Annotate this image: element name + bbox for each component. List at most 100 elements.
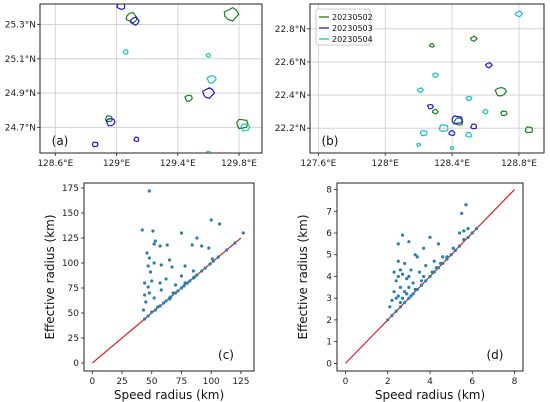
panel-a-contour-shape xyxy=(104,115,113,123)
panel-d-x-tick-label: 4 xyxy=(427,377,433,387)
panel-b-contour-shape xyxy=(470,123,477,130)
panel-d-scatter-point xyxy=(394,309,398,313)
panel-d-scatter-point xyxy=(396,294,400,298)
panel-c-x-tick-label: 0 xyxy=(89,377,95,387)
panel-b-contour-shape xyxy=(465,95,473,102)
panel-b-y-tick-label: 22.8°N xyxy=(275,25,306,35)
panel-d-scatter-point xyxy=(415,255,419,259)
panel-c-y-tick-label: 175 xyxy=(62,184,79,194)
panel-d-scatter-point xyxy=(417,270,422,274)
panel-b-legend-label: 20230504 xyxy=(332,35,373,44)
panel-c-scatter: 0 25 50 75 100 125 0 25 50 75 100 125 150 175 Speed ra… xyxy=(43,182,255,402)
panel-c-y-tick-label: 100 xyxy=(62,259,79,269)
panel-c-scatter-point xyxy=(152,242,156,246)
panel-d-scatter-point xyxy=(451,246,455,250)
panel-b-contour-shape xyxy=(470,35,478,42)
panel-c-scatter-point xyxy=(173,283,178,287)
panel-d-scatter-point xyxy=(457,231,462,235)
panel-d-scatter-point xyxy=(392,270,396,274)
panel-c-scatter-point xyxy=(153,308,157,312)
panel-c-scatter-point xyxy=(147,189,151,193)
panel-d-y-tick-label: 5 xyxy=(326,251,332,261)
panel-c-scatter-point xyxy=(159,263,163,267)
panel-c-scatter-point xyxy=(191,276,195,280)
panel-b-contour-shape xyxy=(416,87,424,93)
panel-c-scatter-point xyxy=(165,243,169,247)
panel-b-contour-shape xyxy=(448,130,456,137)
panel-c-scatter-point xyxy=(203,266,207,270)
panel-c-scatter-point xyxy=(200,269,204,273)
panel-b-contour-shape xyxy=(500,110,508,117)
panel-d-x-axis-label: Speed radius (km) xyxy=(375,388,485,402)
panel-c-scatter-point xyxy=(170,265,174,269)
panel-d-scatter-point xyxy=(400,272,405,276)
panel-c-frame xyxy=(83,182,255,372)
panel-b-contour-shape xyxy=(431,72,439,78)
panel-d-scatter-point xyxy=(398,305,403,309)
panel-c-scatter-point xyxy=(209,218,213,222)
panel-d-scatter-point xyxy=(422,274,426,279)
panel-c-scatter-point xyxy=(159,288,163,292)
panel-a-y-tick-label: 24.7°N xyxy=(5,123,36,133)
panel-d-y-tick-label: 6 xyxy=(326,229,332,239)
panel-d-scatter-point xyxy=(409,268,413,272)
panel-b-contour-shape xyxy=(429,42,435,48)
panel-c-x-tick-label: 50 xyxy=(146,377,158,387)
panel-b-contour-shape xyxy=(453,117,464,126)
panel-d-scatter-point xyxy=(462,229,466,233)
panel-c-scatter-point xyxy=(208,262,212,266)
panel-b-x-tick-label: 128.8°E xyxy=(501,159,537,169)
panel-a-contour-shape xyxy=(236,118,249,130)
panel-d-scatter-point xyxy=(428,274,432,279)
panel-c-scatter-point xyxy=(143,281,147,285)
panel-a-contour-shape xyxy=(223,7,240,22)
panel-a-x-tick-label: 128.6°E xyxy=(37,159,73,169)
panel-a-contour-shape xyxy=(130,16,140,26)
panel-c-scatter-point xyxy=(147,256,151,260)
panel-a-contour-shape xyxy=(105,118,116,127)
panel-a-x-tick-label: 129°E xyxy=(103,159,131,169)
panel-c-scatter-point xyxy=(190,243,194,247)
panel-d-y-tick-label: 0 xyxy=(326,359,332,369)
panel-d-scatter-point xyxy=(413,253,417,257)
panel-b-frame xyxy=(309,3,545,154)
panel-d-scatter-point xyxy=(409,294,413,298)
panel-d-scatter-point xyxy=(394,279,398,283)
panel-b-contour-shape xyxy=(494,87,507,97)
panel-c-scatter-point xyxy=(217,222,222,226)
panel-c-scatter-point xyxy=(150,310,154,314)
panel-c-y-tick-label: 50 xyxy=(68,309,80,319)
panel-d-scatter-point xyxy=(405,292,409,296)
panel-c-x-tick-label: 25 xyxy=(116,377,127,387)
panel-c-x-tick-label: 125 xyxy=(232,377,249,387)
panel-c-scatter-point xyxy=(164,299,168,303)
panel-d-x-tick-label: 0 xyxy=(343,377,349,387)
panel-c-scatter-point xyxy=(143,293,147,297)
panel-d-scatter-point xyxy=(405,277,409,281)
panel-c-scatter-point xyxy=(179,286,184,290)
panel-c-scatter-point xyxy=(141,308,146,312)
panel-b-y-tick-label: 22.4°N xyxy=(275,91,306,101)
panel-d-scatter-point xyxy=(436,242,441,246)
panel-b-contour-shape xyxy=(432,108,439,115)
panel-c-scatter-point xyxy=(150,279,154,283)
panel-c-scatter-point xyxy=(146,314,150,318)
panel-d-scatter-point xyxy=(394,296,398,300)
panel-a-map: 128.6°E 129°E 129.4°E 129.8°E 25.3°N 25.1°N 24… xyxy=(5,3,263,169)
panel-d-scatter-point xyxy=(474,227,479,231)
panel-b-contour-shape xyxy=(449,146,455,150)
panel-c-scatter-point xyxy=(182,284,186,288)
panel-d-scatter-point xyxy=(407,296,411,300)
panel-d-scatter-point xyxy=(403,300,407,305)
panel-c-scatter-point xyxy=(216,255,220,259)
panel-c-x-axis-label: Speed radius (km) xyxy=(114,388,224,402)
panel-c-scatter-point xyxy=(158,304,162,308)
panel-b-contour-shape xyxy=(485,62,493,69)
panel-d-scatter-point xyxy=(411,281,415,285)
panel-d-scatter-point xyxy=(466,227,470,231)
panel-b-legend-box xyxy=(315,8,371,46)
panel-d-scatter-point xyxy=(424,279,428,283)
panel-c-y-tick-label: 150 xyxy=(62,209,79,219)
panel-c-scatter-point xyxy=(153,239,157,243)
panel-c-scatter-point xyxy=(185,281,190,285)
